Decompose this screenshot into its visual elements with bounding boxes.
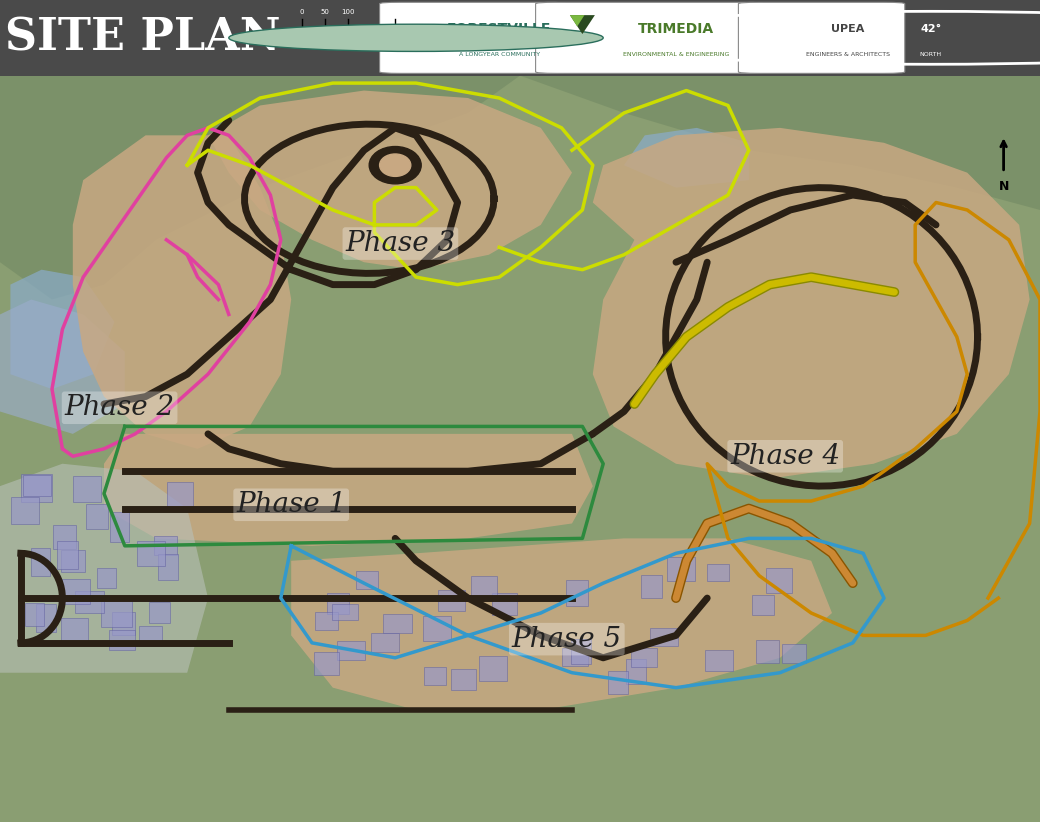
Text: 0: 0 bbox=[300, 9, 304, 15]
Text: A LONGYEAR COMMUNITY: A LONGYEAR COMMUNITY bbox=[459, 52, 540, 57]
Bar bbox=[451, 669, 476, 690]
Polygon shape bbox=[624, 128, 749, 187]
Bar bbox=[149, 603, 170, 623]
Bar bbox=[61, 618, 88, 642]
Bar bbox=[370, 633, 399, 653]
Bar bbox=[423, 616, 450, 641]
Bar bbox=[138, 626, 162, 645]
Circle shape bbox=[380, 154, 411, 177]
Bar bbox=[61, 550, 85, 571]
Bar bbox=[705, 649, 733, 672]
Text: N: N bbox=[998, 180, 1009, 193]
Circle shape bbox=[369, 146, 421, 184]
Text: Phase 3: Phase 3 bbox=[345, 230, 456, 257]
Bar bbox=[328, 593, 349, 614]
Polygon shape bbox=[0, 299, 125, 434]
Text: SITE PLAN: SITE PLAN bbox=[5, 16, 281, 59]
Text: NORTH: NORTH bbox=[919, 52, 942, 57]
Bar bbox=[158, 553, 178, 580]
Polygon shape bbox=[570, 15, 595, 34]
Polygon shape bbox=[0, 76, 520, 299]
Bar bbox=[86, 505, 107, 529]
Bar bbox=[782, 644, 806, 663]
Bar bbox=[137, 542, 165, 566]
Bar bbox=[492, 593, 517, 615]
Polygon shape bbox=[593, 128, 1030, 478]
Text: Phase 5: Phase 5 bbox=[512, 626, 622, 653]
FancyBboxPatch shape bbox=[380, 2, 567, 73]
Bar bbox=[566, 580, 588, 606]
Bar bbox=[98, 568, 116, 588]
Bar bbox=[383, 614, 412, 633]
Bar bbox=[332, 603, 358, 620]
Bar bbox=[563, 649, 588, 667]
Bar bbox=[626, 659, 646, 685]
Bar bbox=[650, 628, 678, 646]
Bar bbox=[73, 476, 101, 501]
Bar bbox=[348, 32, 395, 44]
Bar bbox=[53, 524, 76, 549]
Bar bbox=[57, 541, 78, 569]
Text: ENGINEERS & ARCHITECTS: ENGINEERS & ARCHITECTS bbox=[806, 52, 889, 57]
Polygon shape bbox=[208, 90, 572, 270]
Text: FORESTVILLE: FORESTVILLE bbox=[447, 21, 551, 35]
Text: 42°: 42° bbox=[920, 24, 941, 34]
Bar bbox=[438, 589, 465, 612]
Bar bbox=[356, 571, 379, 589]
Bar bbox=[752, 595, 775, 615]
Bar bbox=[23, 475, 51, 496]
Bar bbox=[166, 482, 192, 510]
Bar bbox=[31, 547, 50, 576]
Circle shape bbox=[229, 24, 603, 52]
Bar bbox=[154, 536, 177, 556]
Text: ENVIRONMENTAL & ENGINEERING: ENVIRONMENTAL & ENGINEERING bbox=[623, 52, 729, 57]
Bar bbox=[667, 557, 695, 581]
Text: 100: 100 bbox=[342, 9, 355, 15]
Bar bbox=[315, 612, 338, 630]
Polygon shape bbox=[291, 538, 832, 710]
Bar bbox=[337, 641, 365, 660]
Polygon shape bbox=[10, 270, 114, 389]
Bar bbox=[302, 32, 348, 44]
Bar bbox=[424, 667, 445, 686]
Text: UPEA: UPEA bbox=[831, 24, 864, 34]
Text: Phase 2: Phase 2 bbox=[64, 395, 175, 421]
Bar bbox=[21, 474, 52, 502]
Bar bbox=[478, 656, 508, 681]
Bar bbox=[706, 564, 729, 581]
Text: TRIMEDIA: TRIMEDIA bbox=[638, 21, 714, 35]
Text: 200: 200 bbox=[389, 9, 401, 15]
Bar bbox=[766, 568, 791, 593]
Polygon shape bbox=[104, 434, 593, 546]
FancyBboxPatch shape bbox=[536, 2, 764, 73]
Bar bbox=[471, 575, 496, 600]
Polygon shape bbox=[0, 464, 208, 672]
Bar bbox=[302, 32, 395, 44]
Bar bbox=[25, 603, 45, 626]
Polygon shape bbox=[570, 15, 584, 26]
Bar bbox=[62, 579, 90, 604]
Polygon shape bbox=[520, 76, 1040, 210]
Bar bbox=[641, 575, 661, 598]
Text: Phase 1: Phase 1 bbox=[236, 492, 346, 519]
Bar bbox=[101, 600, 132, 627]
FancyBboxPatch shape bbox=[738, 2, 905, 73]
Text: 50: 50 bbox=[320, 9, 330, 15]
Bar bbox=[630, 648, 657, 667]
Bar bbox=[756, 640, 779, 663]
Bar bbox=[109, 630, 135, 650]
Bar bbox=[75, 590, 104, 613]
Bar bbox=[571, 640, 591, 664]
Bar bbox=[11, 497, 38, 524]
Bar bbox=[608, 671, 628, 694]
Bar bbox=[314, 652, 339, 675]
Polygon shape bbox=[73, 136, 291, 449]
Bar bbox=[112, 612, 134, 635]
Bar bbox=[36, 604, 56, 632]
Bar bbox=[110, 512, 129, 542]
Text: Phase 4: Phase 4 bbox=[730, 443, 840, 470]
